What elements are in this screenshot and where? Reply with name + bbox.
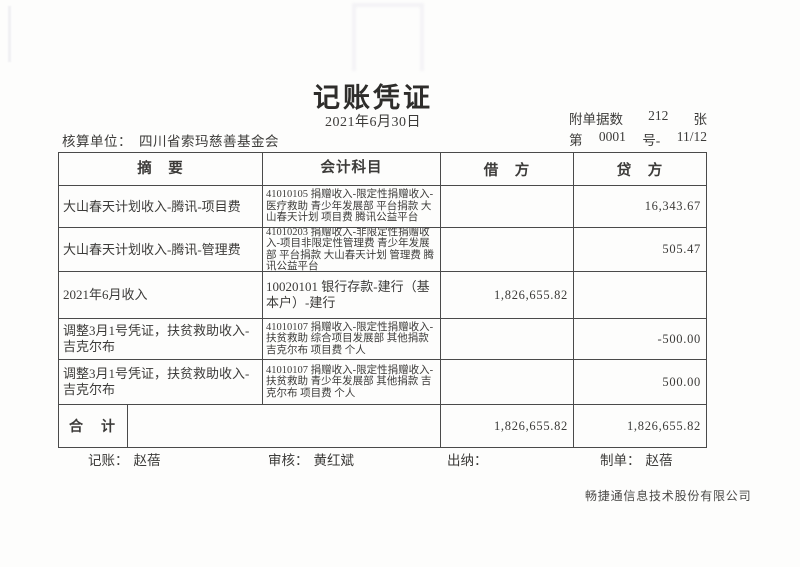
debit-cell	[441, 228, 574, 271]
scan-artifact-left-streak	[8, 6, 11, 62]
signature-bookkeeper: 记账： 赵蓓	[88, 449, 161, 469]
summary-cell: 大山春天计划收入-腾讯-管理费	[59, 228, 263, 271]
header-cell-subject: 会计科目	[263, 153, 441, 185]
table-row: 调整3月1号凭证，扶贫救助收入-吉克尔布 41010107 捐赠收入-限定性捐赠…	[59, 360, 706, 405]
credit-cell: 16,343.67	[644, 199, 701, 213]
debit-cell	[441, 319, 574, 359]
total-label: 合 计	[59, 405, 128, 447]
signature-cashier: 出纳：	[447, 449, 493, 469]
summary-cell: 调整3月1号凭证，扶贫救助收入-吉克尔布	[59, 319, 263, 359]
signature-label: 制单：	[600, 453, 641, 468]
signature-row: 记账： 赵蓓 审核： 黄红斌 出纳： 制单： 赵蓓	[0, 449, 800, 469]
signature-name: 赵蓓	[645, 453, 673, 468]
summary-cell: 2021年6月收入	[59, 272, 263, 318]
debit-cell	[441, 360, 574, 404]
voucher-table: 摘 要 会计科目 借 方 贷 方 大山春天计划收入-腾讯-项目费 4101010…	[58, 152, 707, 448]
subject-cell: 10020101 银行存款-建行（基本户）-建行	[263, 272, 441, 318]
signature-label: 记账：	[88, 453, 129, 468]
doc-number-line: 第 0001 号- 11/12	[569, 129, 707, 149]
credit-cell	[574, 272, 706, 318]
table-row: 大山春天计划收入-腾讯-项目费 41010105 捐赠收入-限定性捐赠收入-医疗…	[59, 186, 706, 228]
doc-number: 0001	[598, 129, 626, 144]
attachment-count: 212	[648, 108, 669, 123]
signature-preparer: 制单： 赵蓓	[600, 449, 673, 469]
attachment-label: 附单据数	[569, 112, 623, 127]
subject-cell: 41010107 捐赠收入-限定性捐赠收入-扶贫救助 青少年发展部 其他捐款 吉…	[263, 360, 441, 404]
credit-cell: -500.00	[657, 331, 701, 346]
table-header-row: 摘 要 会计科目 借 方 贷 方	[59, 153, 706, 186]
signature-name: 黄红斌	[313, 453, 355, 468]
summary-cell: 调整3月1号凭证，扶贫救助收入-吉克尔布	[59, 360, 263, 404]
accounting-unit-name: 四川省索玛慈善基金会	[139, 134, 279, 149]
table-row: 调整3月1号凭证，扶贫救助收入-吉克尔布 41010107 捐赠收入-限定性捐赠…	[59, 319, 706, 360]
table-row: 2021年6月收入 10020101 银行存款-建行（基本户）-建行 1,826…	[59, 272, 706, 319]
credit-cell: 500.00	[662, 374, 701, 389]
doc-number-middle: 号-	[642, 133, 661, 148]
signature-reviewer: 审核： 黄红斌	[268, 449, 354, 469]
table-row: 大山春天计划收入-腾讯-管理费 41010203 捐赠收入-非限定性捐赠收入-项…	[59, 228, 706, 272]
total-credit-cell: 1,826,655.82	[626, 418, 701, 433]
doc-number-prefix: 第	[569, 133, 583, 148]
debit-cell	[441, 186, 574, 227]
doc-page-number: 11/12	[676, 129, 707, 144]
credit-cell: 505.47	[662, 242, 701, 256]
page-title: 记账凭证	[313, 83, 433, 113]
accounting-unit-label: 核算单位：	[62, 134, 132, 149]
subject-cell: 41010203 捐赠收入-非限定性捐赠收入-项目非限定性管理费 青少年发展部 …	[263, 228, 441, 271]
header-cell-debit: 借 方	[441, 153, 574, 185]
accounting-unit-line: 核算单位： 四川省索玛慈善基金会	[62, 130, 279, 150]
signature-label: 审核：	[268, 453, 309, 468]
summary-cell: 大山春天计划收入-腾讯-项目费	[59, 186, 263, 227]
signature-label: 出纳：	[447, 453, 488, 468]
signature-name: 赵蓓	[133, 453, 161, 468]
header-cell-summary: 摘 要	[59, 153, 263, 185]
subject-cell: 41010107 捐赠收入-限定性捐赠收入-扶贫救助 综合项目发展部 其他捐款 …	[263, 319, 441, 359]
total-debit-cell: 1,826,655.82	[441, 405, 574, 447]
attachment-unit: 张	[693, 112, 708, 127]
total-merged-cell	[128, 405, 441, 447]
subject-cell: 41010105 捐赠收入-限定性捐赠收入-医疗救助 青少年发展部 平台捐款 大…	[263, 186, 441, 227]
header-cell-credit: 贷 方	[616, 162, 664, 179]
software-vendor-name: 畅捷通信息技术股份有限公司	[585, 489, 752, 503]
voucher-date: 2021年6月30日	[325, 115, 421, 130]
scan-artifact-top-smudge	[352, 3, 424, 71]
debit-cell: 1,826,655.82	[441, 272, 574, 318]
table-total-row: 合 计 1,826,655.82 1,826,655.82	[59, 405, 706, 447]
attachment-count-line: 附单据数 212 张	[569, 108, 707, 128]
